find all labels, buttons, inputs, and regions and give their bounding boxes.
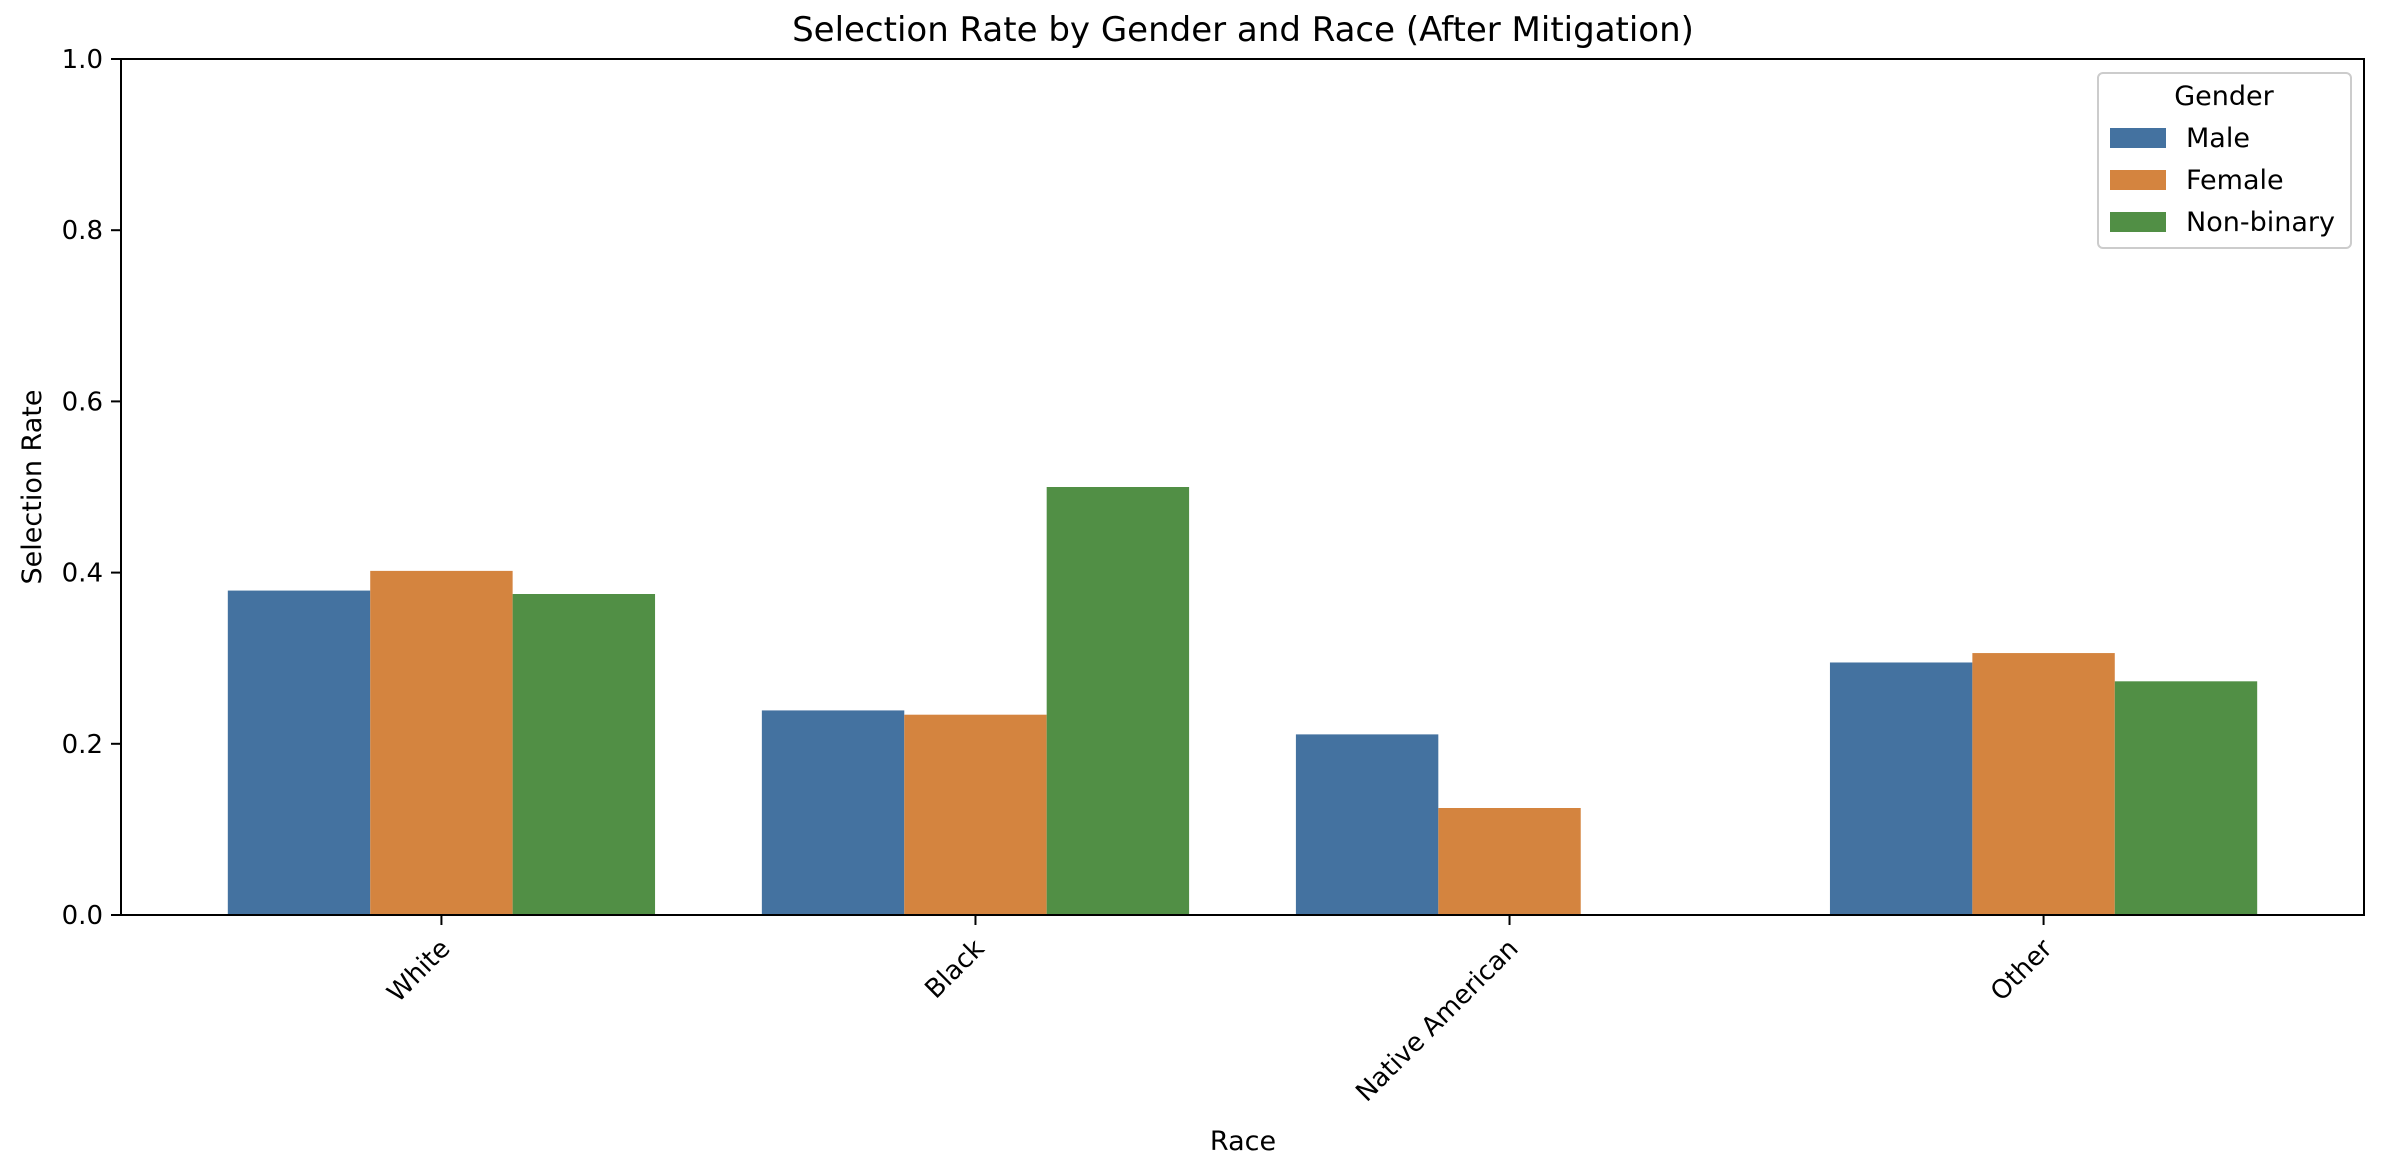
bar-non-binary-white [512,594,656,915]
chart-title: Selection Rate by Gender and Race (After… [792,10,1694,50]
x-axis-title: Race [1210,1126,1276,1157]
x-tick-label: Other [1985,934,2059,1008]
bar-female-white [370,570,513,915]
legend: Gender Male Female Non-binary [2097,72,2352,249]
plot-frame [120,58,2365,916]
bars-group [227,487,2258,915]
legend-swatch [2110,128,2166,148]
x-tick-label: Native American [1350,934,1524,1108]
y-tick-label: 0.0 [62,901,103,931]
bar-male-native-american [1295,734,1439,915]
y-tick-label: 0.6 [62,387,103,417]
legend-title: Gender [2174,81,2274,112]
legend-label: Female [2186,165,2284,196]
legend-swatch [2110,212,2166,232]
bar-non-binary-black [1046,487,1190,915]
bar-male-black [761,710,905,915]
x-axis: White Black Native American Other [382,915,2059,1108]
legend-items: Male Female Non-binary [2110,123,2335,238]
y-axis: 0.0 0.2 0.4 0.6 0.8 1.0 [62,45,121,931]
bar-female-black [904,714,1047,915]
legend-swatch [2110,170,2166,190]
x-tick-label: White [382,934,457,1009]
bar-male-other [1829,662,1973,915]
y-tick-label: 0.8 [62,216,103,246]
bar-non-binary-other [2114,681,2258,915]
y-tick-label: 0.2 [62,730,103,760]
x-tick-label: Black [919,934,990,1005]
y-tick-label: 0.4 [62,559,103,589]
y-tick-label: 1.0 [62,45,103,75]
legend-label: Non-binary [2186,207,2335,238]
legend-label: Male [2186,123,2250,154]
bar-female-native-american [1438,808,1581,915]
bar-female-other [1972,653,2115,915]
y-axis-title: Selection Rate [17,390,48,585]
bar-male-white [227,590,371,915]
legend-box [2097,72,2352,249]
